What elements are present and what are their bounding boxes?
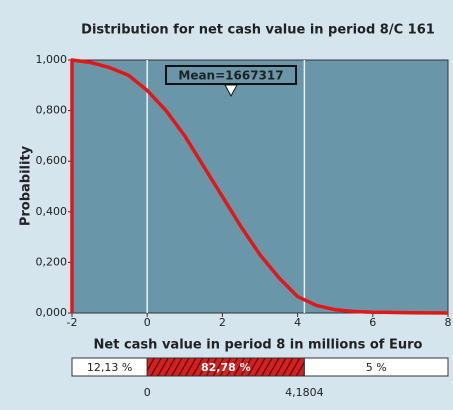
x-tick-label: 0 bbox=[144, 316, 151, 329]
certainty-label: 82,78 % bbox=[201, 361, 251, 374]
y-axis-label: Probability bbox=[19, 145, 34, 226]
x-tick-label: 6 bbox=[369, 316, 376, 329]
y-tick-label: 0,000 bbox=[36, 306, 68, 319]
mean-pointer bbox=[224, 84, 238, 98]
plot-area bbox=[71, 59, 449, 314]
y-tick-label: 0,400 bbox=[36, 205, 68, 218]
chart-title: Distribution for net cash value in perio… bbox=[81, 23, 435, 38]
x-tick-label: 8 bbox=[445, 316, 452, 329]
mean-label: Mean=1667317 bbox=[178, 69, 283, 83]
certainty-segment bbox=[303, 357, 449, 377]
x-tick-label: 2 bbox=[219, 316, 226, 329]
y-tick-label: 0,200 bbox=[36, 255, 68, 268]
certainty-label: 12,13 % bbox=[87, 361, 132, 374]
x-axis-label: Net cash value in period 8 in millions o… bbox=[94, 338, 423, 353]
bound-label: 0 bbox=[144, 386, 151, 399]
mean-box bbox=[165, 65, 297, 85]
y-tick-label: 1,000 bbox=[36, 53, 68, 66]
x-tick-label: -2 bbox=[67, 316, 78, 329]
y-tick-label: 0,600 bbox=[36, 154, 68, 167]
bound-label: 4,1804 bbox=[285, 386, 324, 399]
certainty-label: 5 % bbox=[366, 361, 387, 374]
curve bbox=[70, 58, 449, 315]
x-tick-label: 4 bbox=[294, 316, 301, 329]
y-tick-label: 0,800 bbox=[36, 104, 68, 117]
